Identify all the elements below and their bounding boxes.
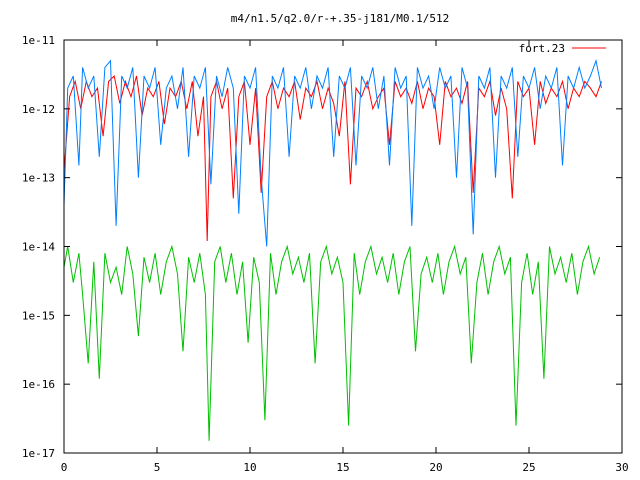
x-tick-label: 0 (61, 461, 68, 474)
x-tick-label: 20 (429, 461, 442, 474)
series-line-3 (63, 244, 601, 441)
x-tick-label: 10 (243, 461, 256, 474)
x-tick-label: 25 (522, 461, 535, 474)
y-tick-label: 1e-12 (22, 103, 55, 116)
series-layer (63, 58, 602, 441)
x-tick-label: 5 (154, 461, 161, 474)
chart-title: m4/n1.5/q2.0/r-+.35-j181/M0.1/512 (231, 12, 450, 25)
y-tick-label: 1e-17 (22, 447, 55, 460)
legend-label: fort.23 (519, 42, 565, 55)
y-tick-label: 1e-13 (22, 172, 55, 185)
axis-layer: 0 5 10 15 20 25 30 1e-11 1e-12 1e-13 1e-14 1e-15 1e-… (22, 34, 629, 474)
legend: fort.23 (519, 42, 606, 55)
y-tick-label: 1e-15 (22, 309, 55, 322)
y-tick-label: 1e-16 (22, 378, 55, 391)
x-tick-label: 30 (615, 461, 628, 474)
y-tick-label: 1e-11 (22, 34, 55, 47)
series-line-2 (63, 58, 602, 247)
y-tick-label: 1e-14 (22, 241, 55, 254)
series-line-1 (63, 75, 602, 242)
x-tick-label: 15 (336, 461, 349, 474)
